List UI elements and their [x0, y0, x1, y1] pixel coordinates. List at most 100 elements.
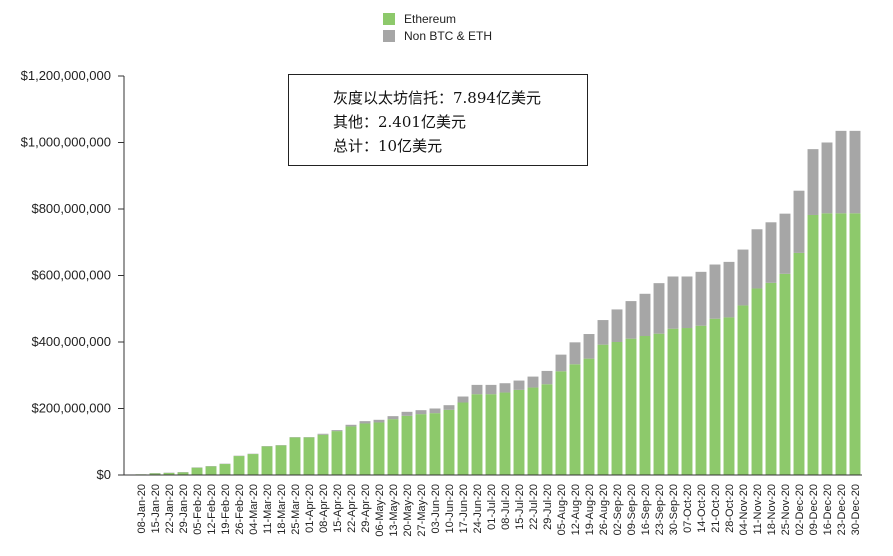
bar-non-btc-eth-26	[499, 383, 511, 393]
y-tick-label-4: $800,000,000	[31, 201, 111, 216]
bar-ethereum-18	[387, 419, 399, 475]
x-tick-label-0: 08-Jan-20	[136, 484, 148, 534]
annotation-line-other: 其他：2.401亿美元	[333, 113, 466, 131]
bar-ethereum-17	[373, 422, 385, 475]
bar-ethereum-44	[751, 288, 763, 475]
bar-ethereum-46	[779, 273, 791, 475]
x-tick-label-24: 24-Jun-20	[472, 484, 484, 534]
x-tick-label-37: 23-Sep-20	[654, 484, 666, 535]
bar-non-btc-eth-19	[401, 411, 413, 416]
bar-ethereum-1	[149, 473, 161, 475]
bar-ethereum-45	[765, 282, 777, 475]
x-tick-label-12: 01-Apr-20	[304, 484, 316, 533]
bar-ethereum-33	[597, 344, 609, 475]
bar-ethereum-15	[345, 426, 357, 475]
bar-ethereum-9	[261, 446, 273, 475]
bar-ethereum-25	[485, 394, 497, 475]
x-tick-label-23: 17-Jun-20	[458, 484, 470, 534]
x-tick-label-7: 26-Feb-20	[234, 484, 246, 535]
bar-non-btc-eth-17	[373, 419, 385, 423]
legend-swatch-1	[383, 30, 395, 42]
bar-ethereum-6	[219, 464, 231, 475]
bar-ethereum-40	[695, 325, 707, 475]
bar-ethereum-26	[499, 392, 511, 475]
bar-non-btc-eth-13	[317, 433, 329, 435]
bar-ethereum-48	[807, 214, 819, 476]
annotation-line-ethereum-trust: 灰度以太坊信托：7.894亿美元	[333, 89, 541, 107]
bar-non-btc-eth-36	[639, 293, 651, 337]
x-tick-label-17: 06-May-20	[374, 484, 386, 537]
x-tick-label-9: 11-Mar-20	[262, 484, 274, 534]
bar-ethereum-27	[513, 389, 525, 475]
x-tick-label-6: 19-Feb-20	[220, 484, 232, 535]
bar-non-btc-eth-31	[569, 342, 581, 365]
y-tick-label-2: $400,000,000	[31, 334, 111, 349]
x-tick-label-44: 11-Nov-20	[752, 484, 764, 535]
bar-non-btc-eth-38	[667, 276, 679, 329]
bar-ethereum-16	[359, 423, 371, 475]
x-tick-label-4: 05-Feb-20	[192, 484, 204, 535]
bar-non-btc-eth-47	[793, 190, 805, 253]
x-tick-label-16: 29-Apr-20	[360, 484, 372, 533]
x-tick-label-48: 09-Dec-20	[808, 484, 820, 535]
x-tick-label-30: 05-Aug-20	[556, 484, 568, 535]
bar-non-btc-eth-37	[653, 283, 665, 334]
y-tick-label-5: $1,000,000,000	[21, 135, 111, 150]
x-tick-label-45: 18-Nov-20	[766, 484, 778, 535]
bar-non-btc-eth-33	[597, 320, 609, 345]
x-tick-label-18: 13-May-20	[388, 484, 400, 537]
bar-ethereum-23	[457, 402, 469, 475]
bar-non-btc-eth-35	[625, 301, 637, 339]
x-tick-label-1: 15-Jan-20	[150, 484, 162, 534]
x-tick-label-25: 01-Jul-20	[486, 484, 498, 530]
bar-ethereum-41	[709, 318, 721, 475]
y-tick-label-0: $0	[97, 467, 111, 482]
bar-non-btc-eth-29	[541, 370, 553, 385]
bar-non-btc-eth-40	[695, 271, 707, 326]
x-tick-label-3: 29-Jan-20	[178, 484, 190, 534]
bar-non-btc-eth-34	[611, 309, 623, 342]
annotation-line-total: 总计：10亿美元	[333, 137, 443, 155]
bar-non-btc-eth-21	[429, 408, 441, 414]
x-tick-label-46: 25-Nov-20	[780, 484, 792, 535]
bar-non-btc-eth-27	[513, 380, 525, 390]
x-tick-label-34: 02-Sep-20	[612, 484, 624, 535]
bar-ethereum-49	[821, 213, 833, 475]
y-tick-label-1: $200,000,000	[31, 401, 111, 416]
bar-non-btc-eth-49	[821, 142, 833, 214]
bar-non-btc-eth-22	[443, 405, 455, 410]
bar-ethereum-31	[569, 364, 581, 475]
x-tick-label-49: 16-Dec-20	[822, 484, 834, 535]
bar-non-btc-eth-41	[709, 264, 721, 319]
bar-ethereum-32	[583, 358, 595, 476]
bar-ethereum-5	[205, 466, 217, 475]
legend-label-1: Non BTC & ETH	[404, 29, 492, 43]
x-tick-label-40: 14-Oct-20	[696, 484, 708, 533]
x-tick-label-21: 03-Jun-20	[430, 484, 442, 534]
x-tick-label-29: 29-Jul-20	[542, 484, 554, 530]
bar-ethereum-7	[233, 456, 245, 475]
bar-ethereum-34	[611, 342, 623, 475]
annotation-box: 灰度以太坊信托：7.894亿美元 其他：2.401亿美元 总计：10亿美元	[288, 74, 588, 166]
bar-non-btc-eth-48	[807, 149, 819, 215]
bar-non-btc-eth-14	[331, 430, 343, 432]
bar-ethereum-50	[835, 213, 847, 475]
x-tick-label-2: 22-Jan-20	[164, 484, 176, 534]
bar-ethereum-19	[401, 415, 413, 475]
bar-non-btc-eth-50	[835, 130, 847, 214]
bar-ethereum-8	[247, 454, 259, 475]
x-tick-label-41: 21-Oct-20	[710, 484, 722, 533]
bar-ethereum-43	[737, 305, 749, 475]
bar-non-btc-eth-44	[751, 229, 763, 289]
x-tick-label-8: 04-Mar-20	[248, 484, 260, 535]
x-tick-label-22: 10-Jun-20	[444, 484, 456, 534]
bar-ethereum-21	[429, 413, 441, 475]
x-tick-label-51: 30-Dec-20	[850, 484, 862, 535]
y-tick-label-6: $1,200,000,000	[21, 68, 111, 83]
bar-ethereum-14	[331, 431, 343, 475]
bar-non-btc-eth-16	[359, 421, 371, 424]
x-tick-label-27: 15-Jul-20	[514, 484, 526, 530]
bar-non-btc-eth-32	[583, 334, 595, 359]
x-tick-label-39: 07-Oct-20	[682, 484, 694, 533]
x-axis: 08-Jan-20 15-Jan-20 22-Jan-20 29-Jan-20 05-F…	[124, 474, 862, 537]
